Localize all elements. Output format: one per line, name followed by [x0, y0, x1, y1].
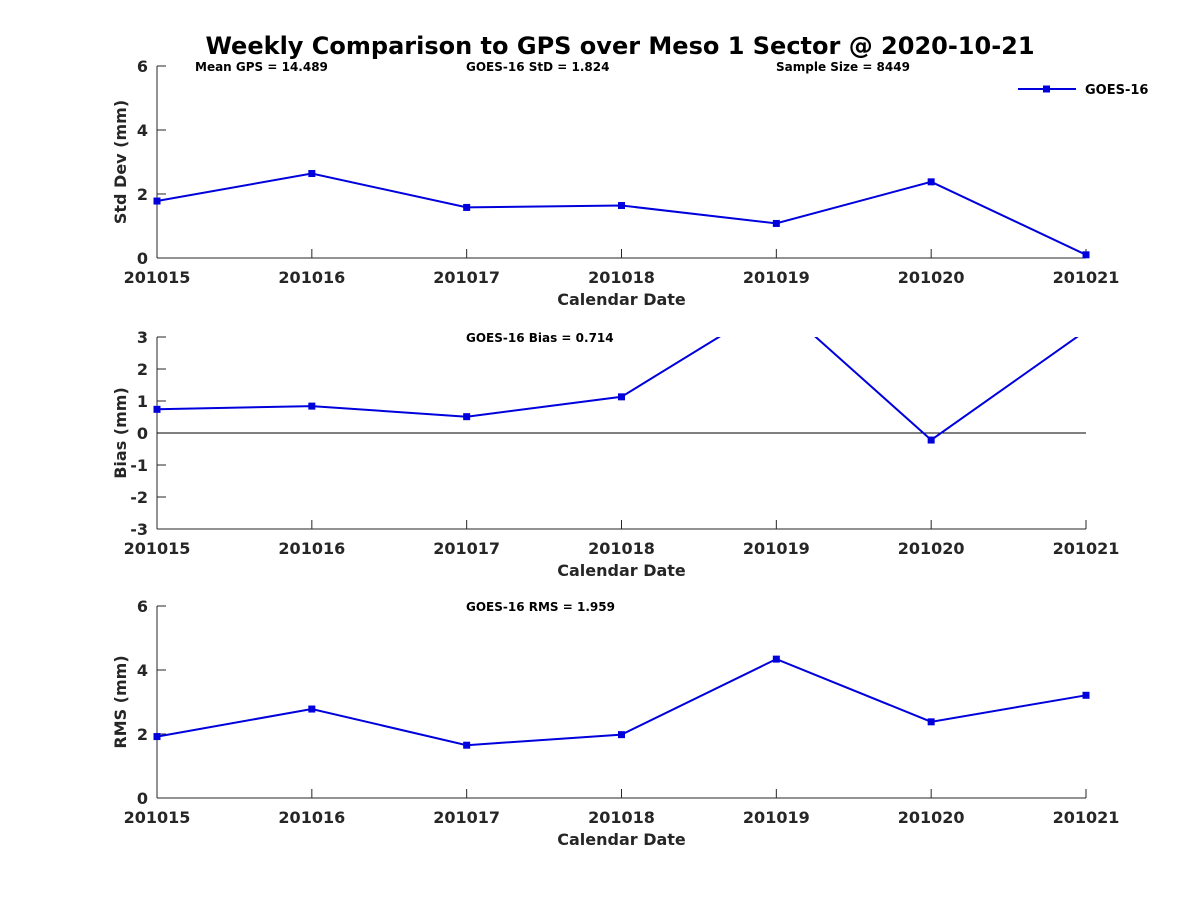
stat-annotation: GOES-16 StD = 1.824	[466, 60, 609, 74]
stat-annotation: GOES-16 RMS = 1.959	[466, 600, 615, 614]
data-point-marker	[463, 413, 471, 421]
y-axis-label: RMS (mm)	[111, 655, 130, 748]
y-tick-label: 3	[137, 328, 148, 347]
x-tick-label: 201021	[1053, 268, 1120, 287]
data-point-marker	[927, 718, 935, 726]
series-line-goes16	[156, 337, 1079, 442]
y-tick-label: -1	[130, 456, 148, 475]
y-tick-label: 6	[137, 597, 148, 616]
std-dev-panel: 0 2 4 6 201015 201016 201017 201018 201019 201020…	[111, 57, 1119, 309]
stat-annotation: GOES-16 Bias = 0.714	[466, 331, 614, 345]
x-tick-label: 201015	[124, 808, 191, 827]
x-tick-label: 201019	[743, 539, 810, 558]
y-tick-label: -2	[130, 488, 148, 507]
data-point-marker	[618, 393, 625, 401]
bias-panel: -3 -2 -1 0 1 2 3 201015 201016 201017 201018 201019…	[111, 328, 1120, 580]
x-tick-label: 201019	[743, 808, 810, 827]
series-line-goes16	[156, 172, 1087, 256]
x-axis-label: Calendar Date	[557, 561, 686, 580]
data-point-marker	[772, 219, 780, 227]
y-axis-label: Std Dev (mm)	[111, 100, 130, 224]
data-point-marker	[1082, 691, 1090, 699]
y-tick-label: 2	[137, 360, 148, 379]
y-axis-label: Bias (mm)	[111, 387, 130, 479]
y-tick-label: 0	[137, 249, 148, 268]
x-tick-label: 201015	[124, 539, 191, 558]
data-point-marker	[463, 203, 471, 211]
stat-annotation: Sample Size = 8449	[776, 60, 910, 74]
y-tick-label: 1	[137, 392, 148, 411]
y-tick-label: 2	[137, 725, 148, 744]
x-tick-label: 201016	[278, 539, 345, 558]
legend-marker-swatch	[1043, 85, 1050, 93]
data-point-marker	[927, 436, 935, 444]
data-point-marker	[927, 178, 935, 186]
rms-panel: 0 2 4 6 201015 201016 201017 201018 201019 201020…	[111, 597, 1119, 849]
x-tick-label: 201018	[588, 539, 655, 558]
x-tick-label: 201019	[743, 268, 810, 287]
x-tick-label: 201017	[433, 539, 500, 558]
legend-label: GOES-16	[1085, 83, 1148, 98]
x-tick-label: 201016	[278, 808, 345, 827]
data-point-marker	[308, 705, 316, 713]
data-point-marker	[463, 741, 471, 749]
y-tick-label: 4	[137, 661, 148, 680]
y-tick-label: -3	[130, 520, 148, 539]
data-point-marker	[153, 197, 161, 205]
data-point-marker	[772, 655, 780, 663]
x-tick-label: 201015	[124, 268, 191, 287]
y-tick-label: 2	[137, 185, 148, 204]
stat-annotation: Mean GPS = 14.489	[195, 60, 328, 74]
y-tick-label: 0	[137, 424, 148, 443]
y-tick-label: 6	[137, 57, 148, 76]
x-tick-label: 201020	[898, 268, 965, 287]
legend: GOES-16	[1018, 83, 1148, 98]
x-axis-label: Calendar Date	[557, 830, 686, 849]
data-point-marker	[618, 731, 625, 739]
figure-title: Weekly Comparison to GPS over Meso 1 Sec…	[205, 32, 1034, 60]
data-point-marker	[153, 733, 161, 741]
data-point-marker	[308, 170, 316, 178]
x-tick-label: 201021	[1053, 539, 1120, 558]
data-point-marker	[308, 402, 316, 410]
y-tick-label: 4	[137, 121, 148, 140]
x-tick-label: 201020	[898, 539, 965, 558]
x-axis-label: Calendar Date	[557, 290, 686, 309]
x-tick-label: 201018	[588, 268, 655, 287]
x-tick-label: 201016	[278, 268, 345, 287]
y-tick-label: 0	[137, 789, 148, 808]
x-tick-label: 201018	[588, 808, 655, 827]
x-tick-label: 201017	[433, 808, 500, 827]
x-tick-label: 201020	[898, 808, 965, 827]
x-tick-label: 201017	[433, 268, 500, 287]
x-tick-label: 201021	[1053, 808, 1120, 827]
data-point-marker	[153, 405, 161, 413]
data-point-marker	[618, 202, 625, 210]
data-point-marker	[1082, 251, 1090, 259]
